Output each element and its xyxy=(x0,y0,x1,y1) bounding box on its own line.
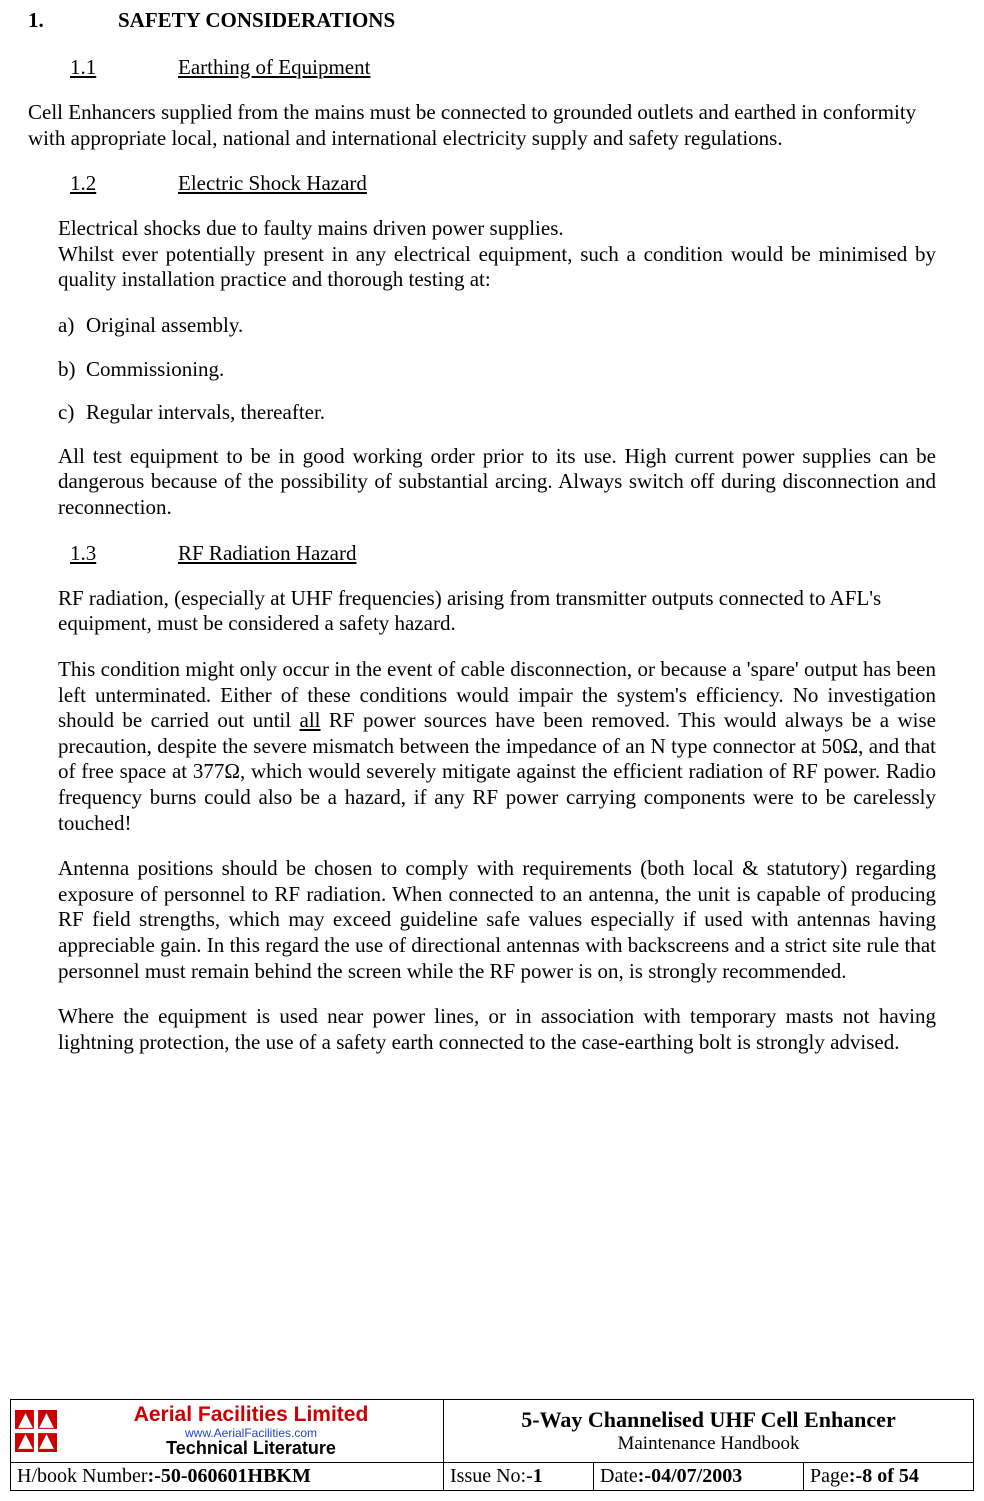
footer-label: Issue No:- xyxy=(450,1465,533,1487)
paragraph: All test equipment to be in good working… xyxy=(58,444,936,521)
list-text: Regular intervals, thereafter. xyxy=(86,400,325,424)
subsection-title: RF Radiation Hazard xyxy=(178,541,356,565)
heading-title: SAFETY CONSIDERATIONS xyxy=(118,8,395,32)
subsection-number: 1.3 xyxy=(70,541,178,566)
footer-title-cell: 5-Way Channelised UHF Cell Enhancer Main… xyxy=(444,1400,974,1463)
footer-title: 5-Way Channelised UHF Cell Enhancer xyxy=(450,1407,967,1433)
paragraph: Cell Enhancers supplied from the mains m… xyxy=(28,100,936,151)
subsection-title: Electric Shock Hazard xyxy=(178,171,367,195)
paragraph: Electrical shocks due to faulty mains dr… xyxy=(58,216,936,242)
footer-page-cell: Page:-8 of 54 xyxy=(804,1463,974,1491)
footer-value: :-04/07/2003 xyxy=(638,1465,742,1487)
subsection-number: 1.1 xyxy=(70,55,178,80)
list-marker: a) xyxy=(58,313,86,339)
footer-issue-cell: Issue No:-1 xyxy=(444,1463,594,1491)
list-item: c)Regular intervals, thereafter. xyxy=(58,400,956,426)
list-item: a)Original assembly. xyxy=(58,313,956,339)
footer-label: Page xyxy=(810,1465,849,1487)
list-text: Commissioning. xyxy=(86,357,224,381)
logo-text: Aerial Facilities Limited www.AerialFaci… xyxy=(63,1404,439,1458)
paragraph: Whilst ever potentially present in any e… xyxy=(58,242,936,293)
paragraph: Antenna positions should be chosen to co… xyxy=(58,856,936,984)
heading-number: 1. xyxy=(28,8,118,33)
section-heading: 1.SAFETY CONSIDERATIONS xyxy=(28,8,956,33)
footer-hbook-cell: H/book Number:-50-060601HBKM xyxy=(11,1463,444,1491)
logo-tagline: Technical Literature xyxy=(166,1439,336,1458)
subsection-number: 1.2 xyxy=(70,171,178,196)
footer-value: :-50-060601HBKM xyxy=(148,1465,311,1487)
footer-value: :-8 of 54 xyxy=(849,1465,919,1487)
footer-value: 1 xyxy=(533,1465,543,1487)
logo-block: Aerial Facilities Limited www.AerialFaci… xyxy=(11,1400,443,1462)
paragraph: This condition might only occur in the e… xyxy=(58,657,936,836)
footer-logo-cell: Aerial Facilities Limited www.AerialFaci… xyxy=(11,1400,444,1463)
list-text: Original assembly. xyxy=(86,313,243,337)
footer-table: Aerial Facilities Limited www.AerialFaci… xyxy=(10,1399,974,1491)
footer-date-cell: Date:-04/07/2003 xyxy=(594,1463,804,1491)
paragraph-block: Electrical shocks due to faulty mains dr… xyxy=(58,216,936,293)
subsection-1-3: 1.3RF Radiation Hazard xyxy=(70,541,956,566)
list-marker: b) xyxy=(58,357,86,383)
footer-label: H/book Number xyxy=(17,1465,148,1487)
logo-company: Aerial Facilities Limited xyxy=(134,1404,369,1426)
subsection-title: Earthing of Equipment xyxy=(178,55,370,79)
paragraph: Where the equipment is used near power l… xyxy=(58,1004,936,1055)
paragraph: RF radiation, (especially at UHF frequen… xyxy=(58,586,936,637)
footer-subtitle: Maintenance Handbook xyxy=(450,1433,967,1455)
list-item: b)Commissioning. xyxy=(58,357,956,383)
subsection-1-1: 1.1Earthing of Equipment xyxy=(70,55,956,80)
subsection-1-2: 1.2Electric Shock Hazard xyxy=(70,171,956,196)
logo-icon xyxy=(15,1410,57,1452)
text-underline: all xyxy=(300,708,321,732)
footer-page-value: :-8 of 54 xyxy=(849,1465,919,1487)
footer-label: Date xyxy=(600,1465,638,1487)
list-marker: c) xyxy=(58,400,86,426)
